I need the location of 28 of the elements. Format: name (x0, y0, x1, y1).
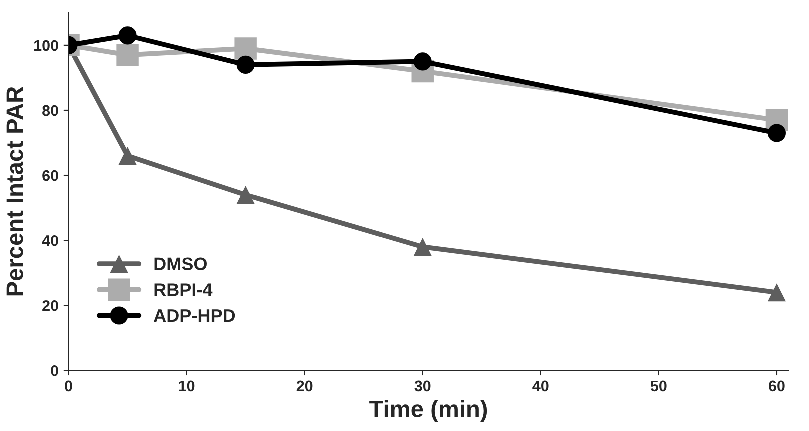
point (414, 52, 432, 71)
y-axis-title: Percent Intact PAR (6, 86, 24, 296)
point (234, 38, 257, 60)
x-tick-label: 30 (414, 380, 431, 392)
y-tick-label: 40 (42, 235, 58, 246)
y-tick-label: 100 (34, 40, 58, 52)
x-tick-label: 40 (532, 380, 549, 392)
x-tick-label: 20 (296, 380, 313, 392)
legend-label: DMSO (154, 258, 207, 271)
legend-label: RBPI-4 (154, 284, 213, 296)
point (236, 56, 255, 74)
x-tick-label: 50 (650, 380, 667, 392)
point (118, 26, 137, 45)
point (118, 146, 137, 166)
x-tick-label: 60 (769, 380, 785, 392)
y-tick-label: 0 (51, 366, 58, 376)
point (768, 124, 786, 142)
point (414, 238, 432, 256)
y-tick-label: 80 (42, 105, 58, 116)
legend-label: ADP-HPD (154, 310, 236, 322)
point (768, 284, 786, 302)
x-tick-label: 10 (179, 380, 195, 392)
point (236, 186, 255, 204)
x-tick-label: 0 (65, 380, 72, 392)
y-tick-label: 60 (42, 170, 58, 182)
x-axis-title: Time (min) (370, 400, 488, 422)
point (116, 44, 139, 66)
y-tick-label: 20 (42, 300, 58, 312)
